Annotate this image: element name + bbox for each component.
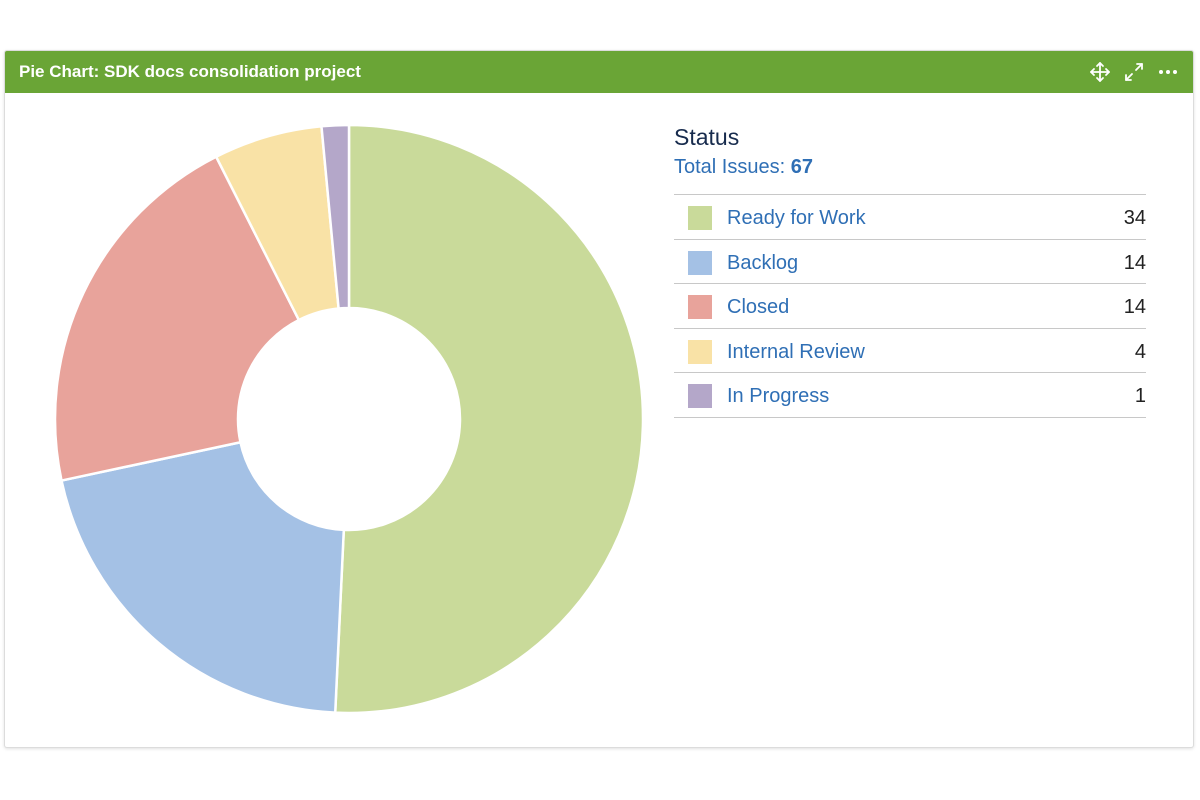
legend-count: 34: [1123, 207, 1146, 229]
donut-slice-closed[interactable]: [53, 155, 301, 482]
legend-swatch: [688, 295, 712, 320]
donut-chart: [53, 123, 645, 715]
gadget-header: Pie Chart: SDK docs consolidation projec…: [5, 51, 1193, 93]
status-legend: Status Total Issues: 67 Ready for Work 3…: [674, 123, 1146, 418]
legend-row-closed[interactable]: Closed 14: [674, 284, 1146, 329]
more-options-icon[interactable]: [1157, 61, 1179, 83]
legend-count: 14: [1123, 251, 1146, 274]
gadget-title: Pie Chart: SDK docs consolidation projec…: [19, 62, 361, 81]
legend-label[interactable]: Closed: [727, 296, 790, 319]
legend-row-in-progress[interactable]: In Progress 1: [674, 373, 1146, 418]
legend-count: 14: [1123, 296, 1146, 319]
move-icon[interactable]: [1089, 61, 1111, 83]
total-issues: Total Issues: 67: [674, 154, 1146, 180]
legend-swatch: [688, 250, 712, 275]
legend-title: Status: [674, 124, 740, 150]
legend-swatch: [688, 206, 712, 230]
legend-count: 4: [1134, 340, 1146, 363]
legend-label[interactable]: Ready for Work: [727, 207, 866, 229]
header-actions: [1089, 60, 1179, 84]
expand-icon[interactable]: [1123, 61, 1145, 83]
legend-row-internal-review[interactable]: Internal Review 4: [674, 329, 1146, 374]
legend-label[interactable]: Backlog: [727, 251, 799, 274]
legend-row-backlog[interactable]: Backlog 14: [674, 240, 1146, 285]
total-issues-value: 67: [790, 156, 813, 178]
legend-swatch: [688, 384, 712, 409]
legend-row-ready-for-work[interactable]: Ready for Work 34: [674, 195, 1146, 240]
total-issues-label: Total Issues:: [674, 156, 786, 178]
legend-label[interactable]: In Progress: [727, 385, 830, 408]
donut-slice-ready-for-work[interactable]: [333, 123, 645, 715]
donut-slice-in-progress[interactable]: [320, 123, 351, 310]
legend-count: 1: [1134, 385, 1146, 408]
pie-chart-gadget: Pie Chart: SDK docs consolidation projec…: [4, 50, 1194, 748]
legend-table: Ready for Work 34 Backlog 14 Closed 14 I…: [674, 194, 1146, 418]
legend-label[interactable]: Internal Review: [727, 340, 865, 363]
donut-chart-area: [5, 93, 665, 747]
donut-slice-backlog[interactable]: [60, 440, 346, 714]
legend-swatch: [688, 339, 712, 364]
